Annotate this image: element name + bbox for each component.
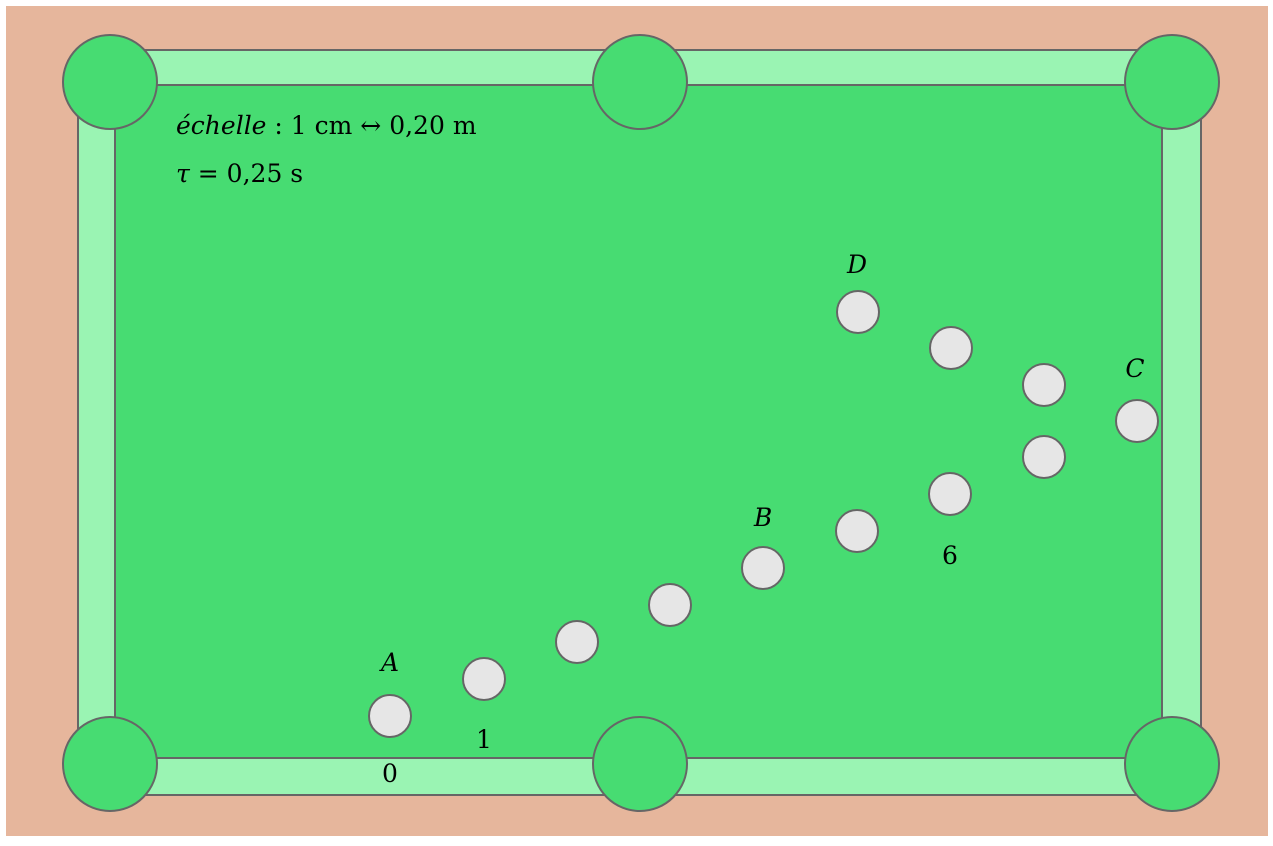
pockets [62,34,1220,812]
ball-positions [368,290,1159,738]
ball-position-1 [462,657,506,701]
pocket-bottom-left [62,716,158,812]
ball-position-7 [1022,435,1066,479]
ball-position-9 [1022,363,1066,407]
ball-position-11 [836,290,880,334]
pocket-top-middle [592,34,688,130]
point-label-b: B [753,503,772,532]
tau-rest: = 0,25 s [190,159,303,188]
pocket-top-right [1124,34,1220,130]
ball-position-0 [368,694,412,738]
scale-word: échelle [176,111,266,140]
table-felt [114,84,1163,759]
index-label-0: 0 [382,759,398,788]
index-label-1: 1 [476,725,492,754]
ball-position-3 [648,583,692,627]
pocket-top-left [62,34,158,130]
scale-annotation: échelle : 1 cm ↔ 0,20 m [176,111,477,140]
pocket-bottom-right [1124,716,1220,812]
pocket-bottom-middle [592,716,688,812]
tau-symbol: τ [176,159,191,188]
ball-position-5 [835,509,879,553]
tau-annotation: τ = 0,25 s [176,159,303,188]
point-label-d: D [846,250,867,279]
point-label-a: A [379,648,399,677]
ball-position-8 [1115,399,1159,443]
scale-rest: : 1 cm ↔ 0,20 m [266,111,476,140]
ball-position-4 [741,546,785,590]
ball-position-6 [928,472,972,516]
index-label-6: 6 [942,541,958,570]
ball-position-2 [555,620,599,664]
point-label-c: C [1125,354,1144,383]
ball-position-10 [929,326,973,370]
